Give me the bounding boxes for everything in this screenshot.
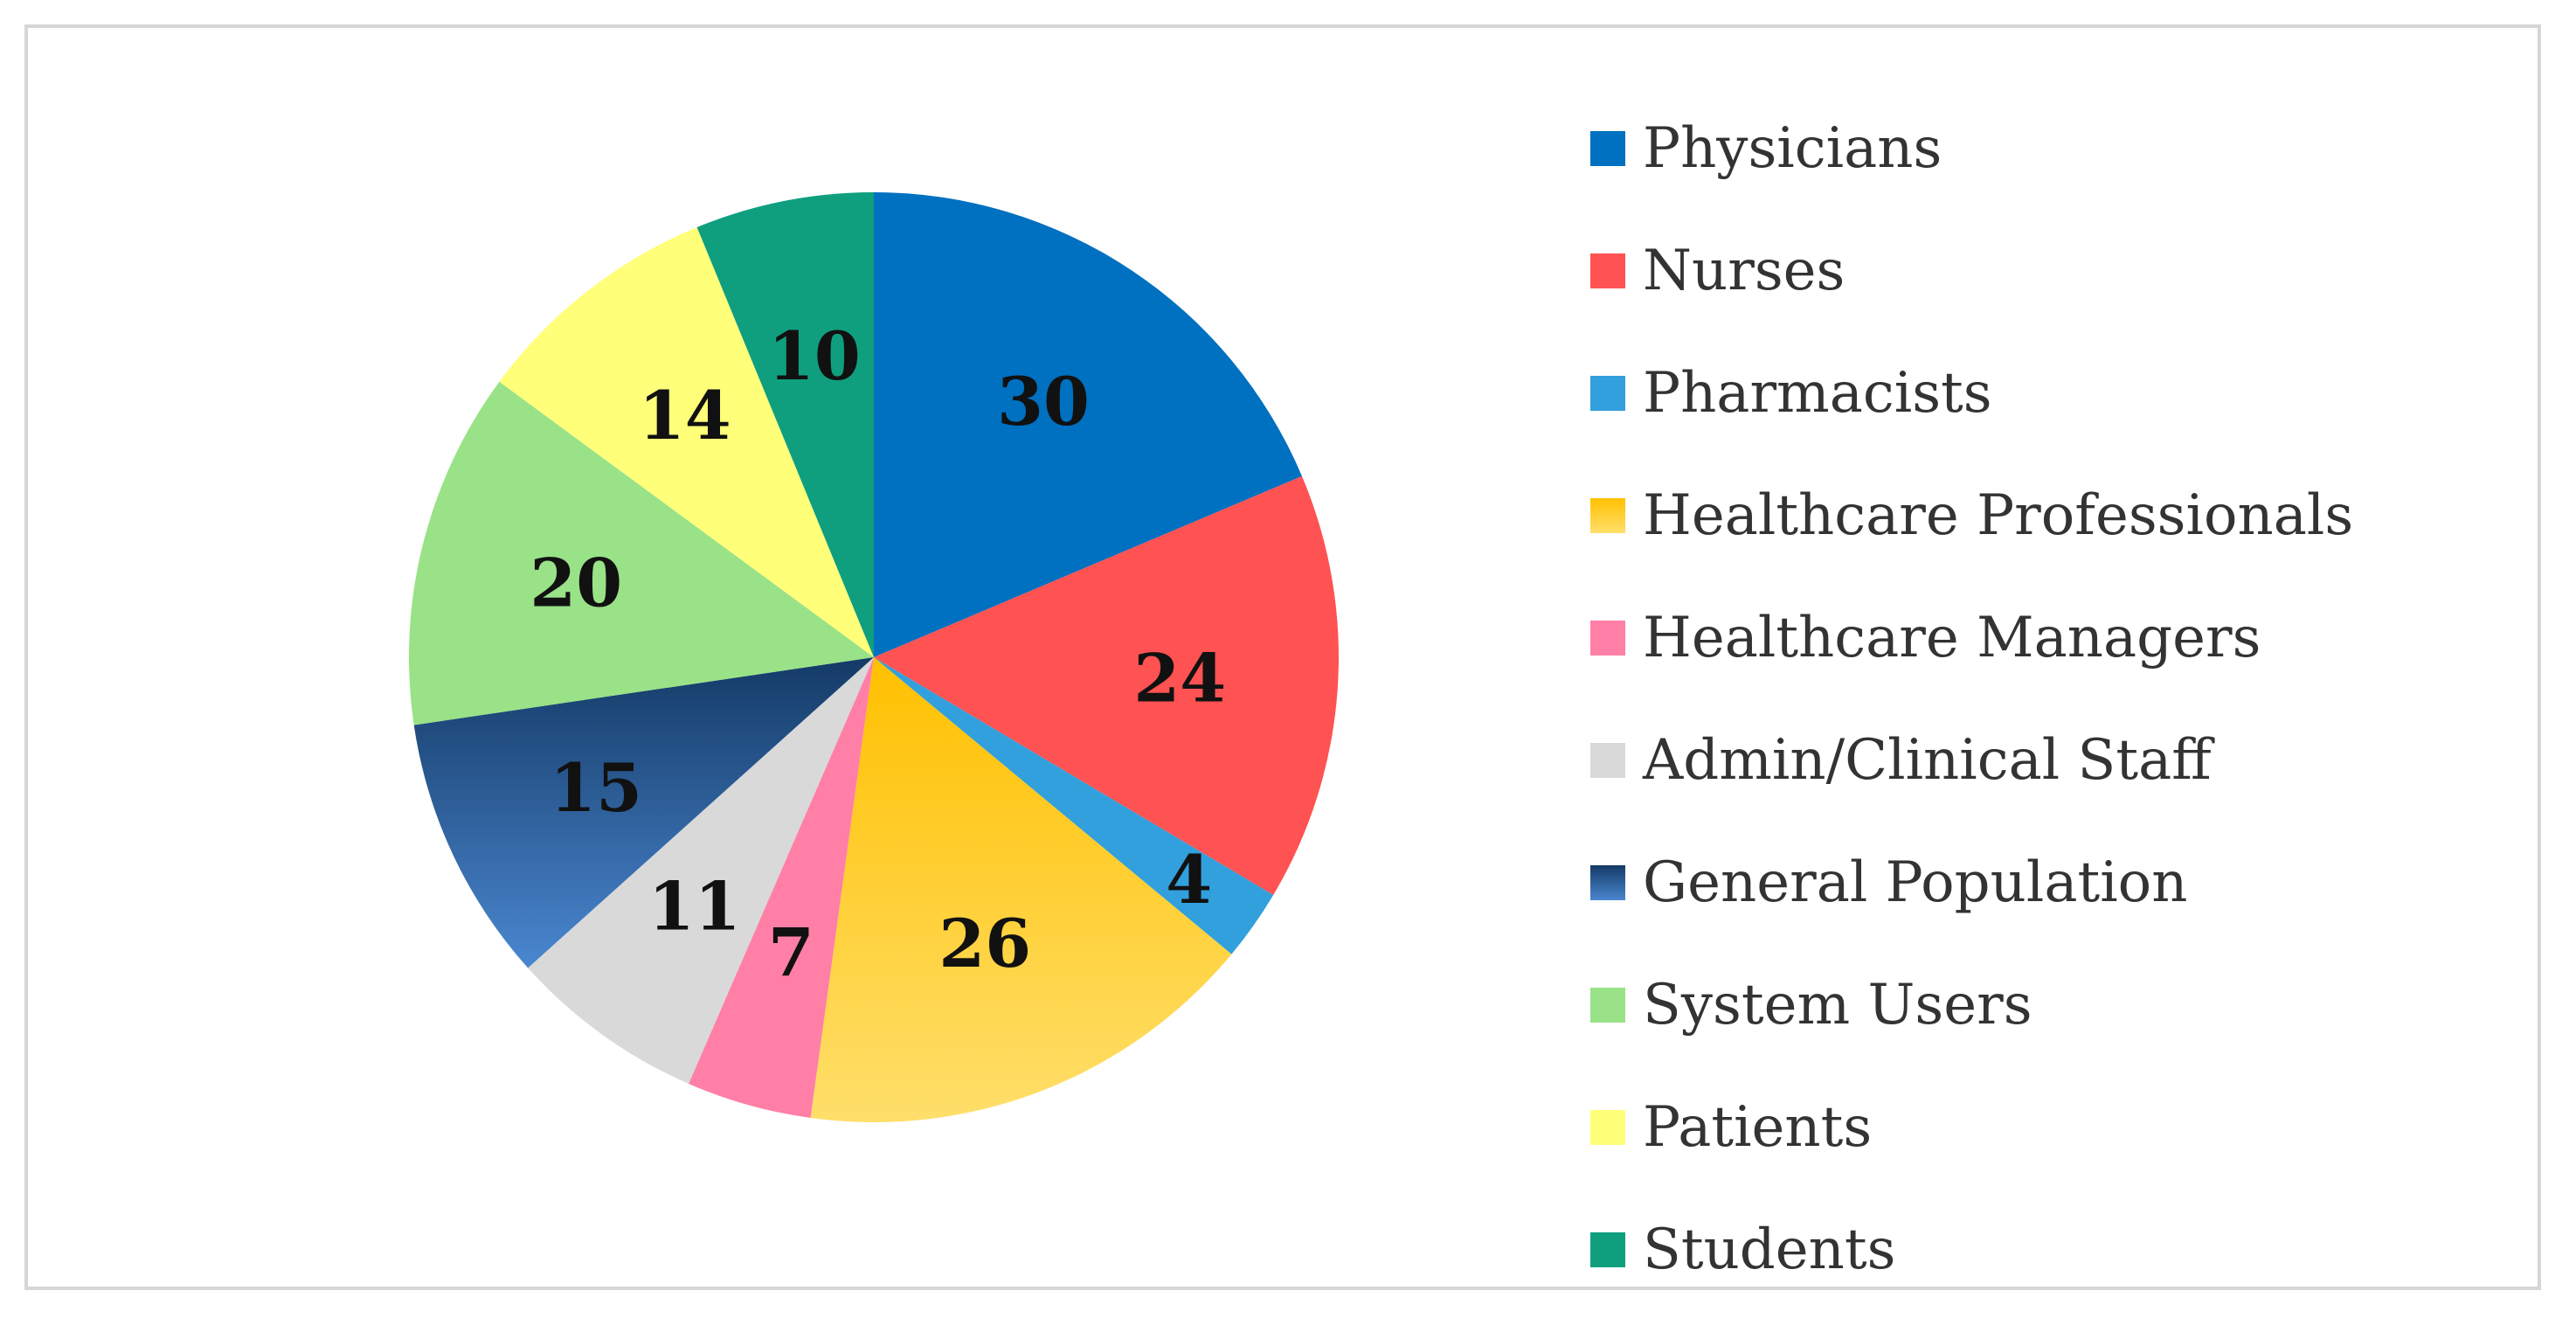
pie-slice-pharmacists [874, 657, 1274, 954]
data-label-pharmacists: 4 [1166, 841, 1212, 919]
pie-slice-healthcare-managers [689, 657, 874, 1119]
pie-slice-admin-clinical-staff [528, 657, 874, 1084]
legend-label: Healthcare Professionals [1643, 483, 2354, 548]
legend-item-general-population: General Population [1590, 822, 2353, 944]
pie-slice-patients [499, 227, 874, 657]
legend-label: Healthcare Managers [1643, 606, 2261, 670]
legend-label: Physicians [1643, 116, 1942, 181]
legend-label: Pharmacists [1643, 361, 1992, 426]
legend-swatch [1590, 253, 1625, 288]
pie-slice-physicians [874, 192, 1303, 657]
data-label-admin-clinical-staff: 11 [648, 867, 741, 945]
data-label-healthcare-managers: 7 [768, 914, 814, 992]
legend-item-healthcare-professionals: Healthcare Professionals [1590, 454, 2353, 577]
legend-swatch [1590, 498, 1625, 533]
legend-item-patients: Patients [1590, 1066, 2353, 1189]
legend-swatch [1590, 743, 1625, 778]
legend-item-admin-clinical-staff: Admin/Clinical Staff [1590, 699, 2353, 822]
legend-swatch [1590, 621, 1625, 656]
pie-slice-system-users [409, 381, 874, 725]
legend-label: System Users [1643, 973, 2032, 1037]
legend-item-students: Students [1590, 1189, 2353, 1311]
legend-swatch [1590, 1232, 1625, 1267]
legend-item-healthcare-managers: Healthcare Managers [1590, 577, 2353, 699]
legend-label: General Population [1643, 850, 2188, 915]
legend-swatch [1590, 376, 1625, 411]
data-label-physicians: 30 [997, 363, 1090, 441]
data-label-general-population: 15 [550, 749, 642, 827]
legend-label: Students [1643, 1217, 1896, 1282]
pie-slice-students [696, 192, 874, 657]
data-label-system-users: 20 [530, 545, 622, 622]
legend-swatch [1590, 131, 1625, 166]
legend-label: Nurses [1643, 239, 1845, 303]
pie-slice-general-population [413, 657, 875, 968]
legend-item-physicians: Physicians [1590, 87, 2353, 210]
data-label-students: 10 [768, 317, 861, 395]
legend-swatch [1590, 988, 1625, 1023]
legend: Physicians Nurses Pharmacists Healthcare Pr… [1590, 87, 2353, 1311]
data-label-healthcare-professionals: 26 [938, 905, 1031, 982]
legend-label: Admin/Clinical Staff [1643, 728, 2212, 793]
data-label-nurses: 24 [1133, 639, 1226, 717]
pie-slice-nurses [874, 475, 1339, 895]
legend-swatch [1590, 1110, 1625, 1145]
legend-item-nurses: Nurses [1590, 210, 2353, 332]
data-label-patients: 14 [639, 377, 731, 454]
legend-swatch [1590, 865, 1625, 900]
legend-label: Patients [1643, 1095, 1873, 1160]
legend-item-system-users: System Users [1590, 944, 2353, 1066]
legend-item-pharmacists: Pharmacists [1590, 332, 2353, 454]
pie-slice-healthcare-professionals [810, 657, 1232, 1123]
